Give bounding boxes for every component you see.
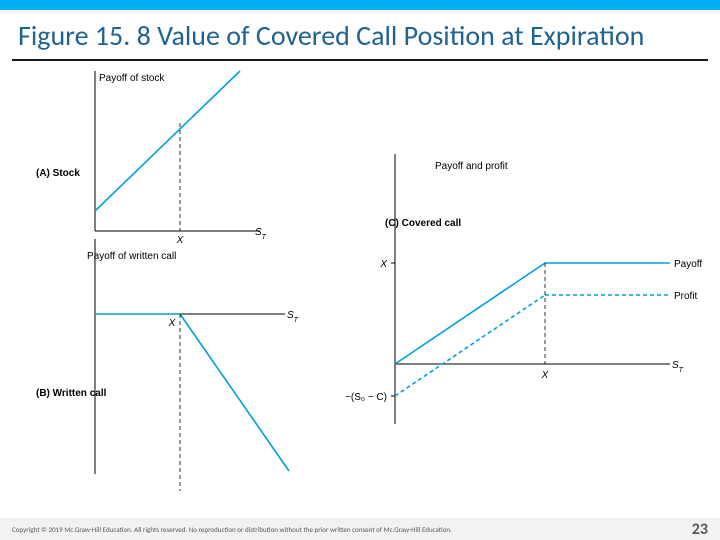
svg-text:ST: ST xyxy=(287,310,299,324)
covered-call-diagram: Payoff of stock (A) Stock X ST Payoff of wri… xyxy=(0,61,720,506)
chart-area: Payoff of stock (A) Stock X ST Payoff of wri… xyxy=(0,61,720,506)
svg-text:Payoff: Payoff xyxy=(674,259,702,270)
svg-text:(B) Written call: (B) Written call xyxy=(36,388,107,399)
svg-text:(A) Stock: (A) Stock xyxy=(36,168,80,179)
page-number: 23 xyxy=(692,520,708,539)
svg-text:X: X xyxy=(168,318,176,329)
svg-text:−(S₀ − C): −(S₀ − C) xyxy=(345,392,387,403)
copyright-text: Copyright © 2019 Mc.Graw-Hill Education.… xyxy=(12,525,452,534)
svg-text:Profit: Profit xyxy=(674,291,698,302)
footer: Copyright © 2019 Mc.Graw-Hill Education.… xyxy=(0,518,720,540)
svg-text:ST: ST xyxy=(255,227,267,241)
svg-text:Payoff of stock: Payoff of stock xyxy=(99,73,165,84)
svg-text:(C) Covered call: (C) Covered call xyxy=(385,218,461,229)
svg-text:X: X xyxy=(176,235,184,246)
svg-text:Payoff of written call: Payoff of written call xyxy=(87,251,176,262)
svg-text:ST: ST xyxy=(672,360,684,374)
svg-text:X: X xyxy=(379,259,387,270)
svg-text:Payoff and profit: Payoff and profit xyxy=(435,161,508,172)
top-accent-bar xyxy=(0,0,720,10)
svg-text:X: X xyxy=(541,370,549,381)
slide-title: Figure 15. 8 Value of Covered Call Posit… xyxy=(0,10,720,59)
